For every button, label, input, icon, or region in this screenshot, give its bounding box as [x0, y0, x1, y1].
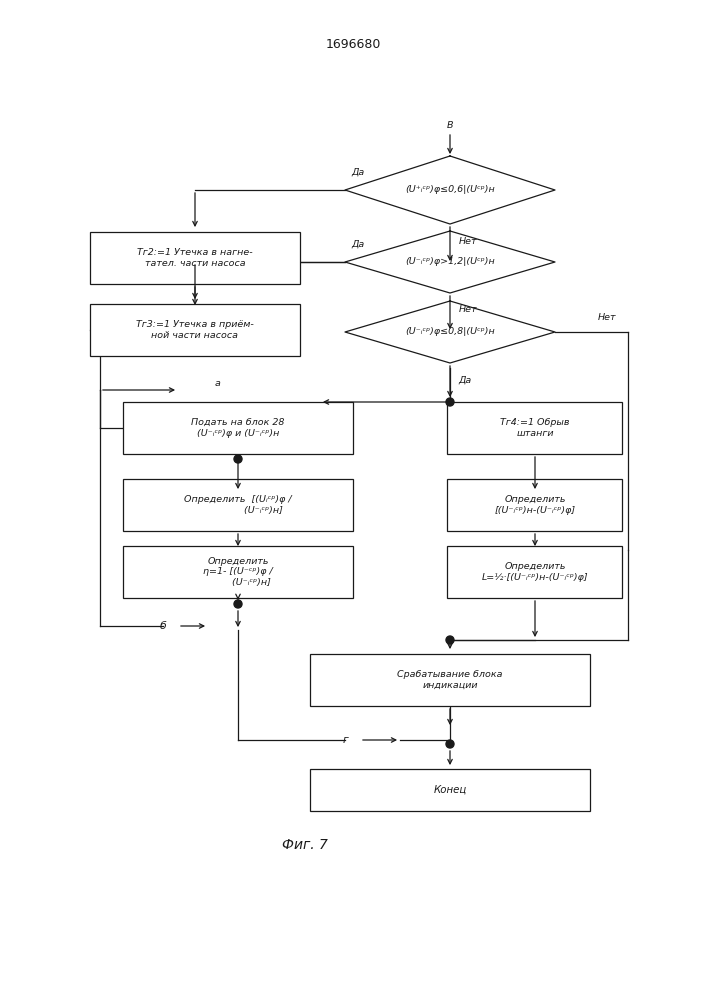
FancyBboxPatch shape [123, 402, 353, 454]
Text: (U⁺ᵢᶜᵖ)φ≤0,6|(Uᶜᵖ)н: (U⁺ᵢᶜᵖ)φ≤0,6|(Uᶜᵖ)н [405, 186, 495, 194]
Text: Конец: Конец [433, 785, 467, 795]
Text: Тг4:=1 Обрыв
штанги: Тг4:=1 Обрыв штанги [501, 418, 570, 438]
Text: Определить
L=½·[(U⁻ᵢᶜᵖ)н-(U⁻ᵢᶜᵖ)φ]: Определить L=½·[(U⁻ᵢᶜᵖ)н-(U⁻ᵢᶜᵖ)φ] [481, 562, 588, 582]
Text: Подать на блок 28
(U⁻ᵢᶜᵖ)φ и (U⁻ᵢᶜᵖ)н: Подать на блок 28 (U⁻ᵢᶜᵖ)φ и (U⁻ᵢᶜᵖ)н [192, 418, 285, 438]
Text: Срабатывание блока
индикации: Срабатывание блока индикации [397, 670, 503, 690]
Text: Определить
[(U⁻ᵢᶜᵖ)н-(U⁻ᵢᶜᵖ)φ]: Определить [(U⁻ᵢᶜᵖ)н-(U⁻ᵢᶜᵖ)φ] [494, 495, 575, 515]
FancyBboxPatch shape [90, 232, 300, 284]
FancyBboxPatch shape [90, 304, 300, 356]
Circle shape [446, 636, 454, 644]
Circle shape [234, 600, 242, 608]
Text: б: б [160, 621, 166, 631]
Text: Да: Да [351, 239, 365, 248]
Circle shape [234, 455, 242, 463]
Text: В: В [447, 120, 453, 129]
FancyBboxPatch shape [310, 769, 590, 811]
Text: Фиг. 7: Фиг. 7 [282, 838, 328, 852]
FancyBboxPatch shape [448, 479, 622, 531]
FancyBboxPatch shape [448, 402, 622, 454]
Text: 1696680: 1696680 [325, 38, 380, 51]
Text: Нет: Нет [597, 314, 617, 322]
Text: Нет: Нет [459, 237, 477, 246]
Text: Да: Да [351, 167, 365, 176]
Text: (U⁻ᵢᶜᵖ)φ>1,2|(Uᶜᵖ)н: (U⁻ᵢᶜᵖ)φ>1,2|(Uᶜᵖ)н [405, 257, 495, 266]
FancyBboxPatch shape [310, 654, 590, 706]
Circle shape [446, 740, 454, 748]
Text: Нет: Нет [459, 306, 477, 314]
FancyBboxPatch shape [123, 546, 353, 598]
Text: Тг3:=1 Утечка в приём-
ной части насоса: Тг3:=1 Утечка в приём- ной части насоса [136, 320, 254, 340]
Text: Да: Да [458, 375, 472, 384]
FancyBboxPatch shape [123, 479, 353, 531]
FancyBboxPatch shape [448, 546, 622, 598]
Circle shape [446, 398, 454, 406]
Text: Определить
η=1- [(U⁻ᶜᵖ)φ /
         (U⁻ᵢᶜᵖ)н]: Определить η=1- [(U⁻ᶜᵖ)φ / (U⁻ᵢᶜᵖ)н] [203, 557, 273, 587]
Text: г: г [342, 735, 348, 745]
Text: (U⁻ᵢᶜᵖ)φ≤0,8|(Uᶜᵖ)н: (U⁻ᵢᶜᵖ)φ≤0,8|(Uᶜᵖ)н [405, 328, 495, 336]
Text: Определить  [(Uᵢᶜᵖ)φ /
                 (U⁻ᵢᶜᵖ)н]: Определить [(Uᵢᶜᵖ)φ / (U⁻ᵢᶜᵖ)н] [185, 495, 292, 515]
Text: а: а [215, 378, 221, 387]
Text: Тг2:=1 Утечка в нагне-
тател. части насоса: Тг2:=1 Утечка в нагне- тател. части насо… [137, 248, 253, 268]
